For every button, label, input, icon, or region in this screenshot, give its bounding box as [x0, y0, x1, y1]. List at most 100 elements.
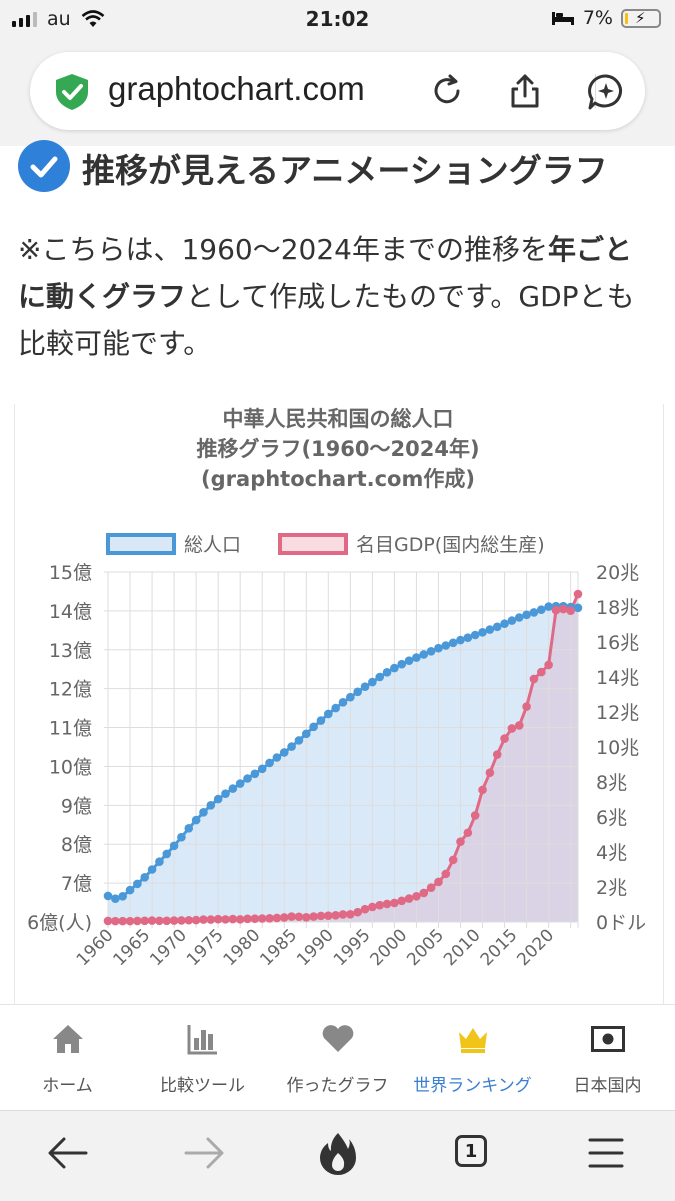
- population-point: [382, 668, 392, 677]
- gdp-point: [309, 912, 318, 921]
- population-point: [441, 641, 451, 650]
- y-left-tick-label: 14億: [49, 601, 92, 623]
- population-point: [448, 638, 458, 648]
- forward-icon[interactable]: [182, 1133, 226, 1173]
- population-point: [155, 857, 164, 867]
- gdp-point: [103, 916, 113, 926]
- reload-icon[interactable]: [428, 72, 466, 110]
- gdp-point: [191, 915, 201, 925]
- back-icon[interactable]: [46, 1133, 90, 1173]
- population-point: [191, 815, 201, 825]
- nav-item-japan[interactable]: 日本国内: [540, 1019, 675, 1096]
- menu-icon[interactable]: [588, 1137, 624, 1169]
- tabs-button[interactable]: 1: [455, 1135, 487, 1167]
- population-point: [184, 823, 194, 833]
- population-point: [221, 789, 230, 798]
- legend-item-population[interactable]: 総人口: [106, 530, 241, 557]
- wifi-icon: [81, 10, 105, 27]
- gdp-point: [213, 914, 223, 924]
- gdp-point: [279, 913, 289, 922]
- gdp-point: [470, 811, 480, 820]
- population-point: [390, 663, 399, 673]
- population-point: [397, 659, 407, 669]
- gdp-point: [434, 877, 443, 887]
- browser-toolbar: 1: [0, 1110, 675, 1201]
- legend-item-gdp[interactable]: 名目GDP(国内総生産): [278, 530, 545, 557]
- population-point: [199, 808, 208, 817]
- gdp-point: [448, 855, 458, 865]
- population-point: [133, 879, 142, 889]
- browser-address-area: graphtochart.com: [0, 38, 675, 146]
- legend-swatch-population: [106, 532, 176, 555]
- population-point: [404, 656, 414, 665]
- heading-text: 推移が見えるアニメーショングラフ: [82, 151, 608, 190]
- population-point: [309, 722, 318, 732]
- gdp-point: [522, 702, 531, 711]
- nav-item-compare[interactable]: 比較ツール: [135, 1019, 270, 1096]
- nav-label-home: ホーム: [42, 1076, 93, 1096]
- gdp-point: [228, 914, 238, 924]
- x-tick-label: 1980: [220, 925, 265, 970]
- y-left-tick-label: 9億: [61, 795, 92, 817]
- population-point: [419, 650, 429, 659]
- population-point: [118, 892, 127, 901]
- nav-label-compare: 比較ツール: [160, 1076, 245, 1096]
- population-point: [169, 841, 179, 851]
- gdp-point: [133, 916, 142, 926]
- address-bar[interactable]: graphtochart.com: [30, 52, 645, 130]
- y-right-tick-label: 14兆: [596, 667, 639, 689]
- fire-icon[interactable]: [318, 1131, 358, 1175]
- population-point: [544, 602, 553, 611]
- population-point: [125, 885, 135, 895]
- home-icon: [52, 1025, 83, 1053]
- gdp-point: [353, 907, 362, 917]
- population-point: [536, 605, 546, 615]
- gdp-point: [243, 914, 252, 924]
- population-point: [324, 709, 333, 719]
- gdp-point: [272, 913, 282, 923]
- gdp-point: [456, 837, 465, 846]
- chart-title-line-2: 推移グラフ(1960〜2024年): [196, 437, 480, 461]
- nav-item-home[interactable]: ホーム: [0, 1019, 135, 1096]
- y-left-tick-label: 8億: [61, 834, 92, 856]
- population-point: [456, 635, 465, 645]
- gdp-point: [500, 734, 509, 743]
- gdp-point: [324, 911, 333, 920]
- population-point: [346, 692, 355, 702]
- population-point: [272, 753, 282, 762]
- gdp-point: [221, 915, 230, 924]
- gdp-point: [184, 915, 194, 925]
- url-text[interactable]: graphtochart.com: [108, 70, 365, 107]
- gdp-point: [177, 916, 186, 925]
- gdp-point: [235, 915, 245, 924]
- x-tick-label: 2015: [477, 925, 522, 970]
- battery-icon: ⚡: [621, 8, 661, 28]
- nav-item-favorites[interactable]: 作ったグラフ: [270, 1019, 405, 1096]
- nav-item-world-ranking[interactable]: 世界ランキング: [405, 1019, 540, 1096]
- gdp-point: [529, 674, 539, 684]
- population-point: [353, 687, 362, 697]
- gdp-point: [316, 911, 326, 921]
- population-point: [507, 616, 517, 625]
- gdp-point: [257, 914, 267, 923]
- gdp-point: [125, 916, 135, 926]
- section-heading: 推移が見えるアニメーショングラフ: [18, 140, 668, 196]
- population-point: [412, 653, 421, 662]
- population-point: [250, 769, 260, 779]
- gdp-point: [390, 898, 399, 908]
- y-left-tick-label: 7億: [61, 873, 92, 895]
- population-point: [492, 622, 502, 632]
- shield-check-icon: [56, 74, 88, 110]
- gdp-point: [551, 605, 561, 615]
- assistant-icon[interactable]: [585, 72, 627, 112]
- population-point: [434, 643, 443, 653]
- y-right-tick-label: 8兆: [596, 772, 627, 794]
- status-bar: au 21:02 7% ⚡: [0, 0, 675, 38]
- share-icon[interactable]: [506, 72, 544, 110]
- population-point: [478, 627, 487, 637]
- gdp-point: [140, 916, 150, 926]
- gdp-point: [463, 828, 473, 838]
- x-tick-label: 1970: [146, 925, 191, 970]
- population-point: [265, 758, 274, 768]
- gdp-point: [111, 916, 120, 926]
